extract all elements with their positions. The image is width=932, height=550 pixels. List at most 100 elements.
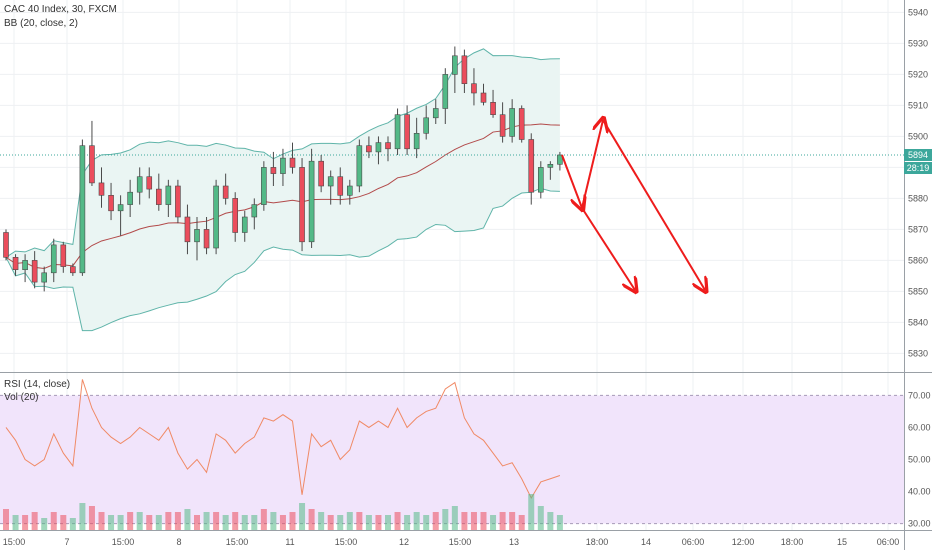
volume-bar — [337, 515, 344, 530]
volume-bar — [356, 512, 363, 530]
candle-body — [70, 266, 76, 274]
volume-bar — [60, 515, 67, 530]
time-tick-label: 8 — [176, 537, 181, 547]
time-tick-label: 15:00 — [335, 537, 358, 547]
volume-bar — [451, 506, 458, 530]
bb-basis — [5, 123, 560, 269]
time-tick-label: 18:00 — [781, 537, 804, 547]
price-tick-label: 5940 — [908, 7, 928, 17]
candle-body — [146, 176, 153, 190]
volume-bar — [232, 512, 239, 530]
volume-bar — [174, 512, 181, 530]
volume-bar — [108, 515, 115, 530]
candle-body — [117, 204, 124, 212]
last-price-tag: 5894 28:19 — [904, 149, 932, 174]
projection-arrow — [581, 207, 635, 290]
volume-bar — [31, 512, 38, 530]
volume-bar — [213, 512, 220, 530]
candle-body — [518, 108, 525, 140]
candle-body — [79, 145, 86, 274]
time-tick-label: 13 — [509, 537, 519, 547]
volume-bar — [385, 515, 391, 530]
candle-body — [547, 164, 554, 168]
candle-body — [423, 117, 430, 134]
candle-body — [184, 216, 191, 243]
volume-bar — [375, 515, 382, 530]
volume-bar — [394, 512, 401, 530]
volume-bar — [146, 515, 153, 530]
volume-bar — [270, 512, 277, 530]
candle-body — [89, 145, 95, 184]
candle-body — [232, 198, 238, 233]
price-tick-label: 5920 — [908, 69, 928, 79]
candle-body — [327, 176, 334, 187]
candle-body — [537, 167, 544, 193]
volume-bar — [480, 512, 487, 530]
time-tick-label: 15:00 — [3, 537, 26, 547]
candle-body — [461, 55, 468, 84]
rsi-tick-label: 30.00 — [908, 519, 931, 529]
volume-bar — [499, 512, 506, 530]
price-tick-label: 5930 — [908, 38, 928, 48]
volume-bar — [3, 509, 9, 530]
countdown-value: 28:19 — [907, 163, 930, 173]
rsi-line — [5, 379, 561, 500]
time-tick-label: 15:00 — [112, 537, 135, 547]
time-tick-label: 15:00 — [449, 537, 472, 547]
candle-body — [308, 160, 315, 243]
time-tick-label: 7 — [64, 537, 69, 547]
main-legend-title: CAC 40 Index, 30, FXCM — [4, 4, 117, 15]
candle-body — [261, 167, 267, 205]
candle-body — [346, 185, 353, 196]
candle-body — [50, 244, 57, 274]
volume-bar — [346, 512, 353, 530]
candle-body — [480, 92, 487, 103]
candle-body — [394, 114, 401, 150]
price-tick-label: 5910 — [908, 100, 928, 110]
volume-bar — [117, 515, 124, 530]
candle-body — [452, 55, 458, 75]
rsi-tick-label: 40.00 — [908, 487, 931, 497]
volume-bar — [365, 515, 372, 530]
candlestick-series — [3, 46, 563, 292]
volume-bar — [155, 515, 162, 530]
candle-body — [509, 108, 515, 137]
time-tick-label: 14 — [641, 537, 651, 547]
volume-bar — [509, 512, 516, 530]
candle-body — [337, 176, 344, 196]
volume-bar — [184, 509, 191, 530]
candle-body — [222, 185, 229, 199]
candle-body — [194, 229, 200, 243]
volume-bar — [461, 512, 468, 530]
time-tick-label: 15 — [837, 537, 847, 547]
vol-legend: Vol (20) — [4, 392, 39, 403]
price-tick-label: 5900 — [908, 131, 928, 141]
time-axis: 15:00 7 15:00 8 15:00 11 15:00 12 15:00 13 18:00 14… — [3, 537, 900, 547]
volume-bar — [165, 512, 172, 530]
candle-body — [213, 185, 219, 249]
candle-body — [366, 145, 372, 153]
candle-body — [41, 272, 48, 283]
last-price-tag-bg — [904, 149, 932, 161]
candle-body — [127, 191, 133, 205]
volume-bar — [547, 512, 554, 530]
volume-bar — [136, 512, 143, 530]
candle-body — [165, 185, 172, 205]
candle-body — [136, 176, 143, 193]
projection-arrows — [561, 120, 705, 290]
rsi-tick-label: 70.00 — [908, 390, 931, 400]
time-tick-label: 12:00 — [732, 537, 755, 547]
candle-body — [280, 157, 286, 174]
candle-body — [404, 114, 410, 150]
volume-bar — [98, 512, 105, 530]
volume-bar — [404, 515, 411, 530]
candle-body — [413, 133, 420, 150]
rsi-tick-label: 50.00 — [908, 455, 931, 465]
volume-bar — [299, 503, 306, 530]
price-tick-label: 5830 — [908, 348, 928, 358]
volume-bar — [41, 518, 48, 530]
projection-arrow — [561, 154, 582, 208]
price-tick-label: 5860 — [908, 255, 928, 265]
volume-bar — [12, 515, 19, 530]
